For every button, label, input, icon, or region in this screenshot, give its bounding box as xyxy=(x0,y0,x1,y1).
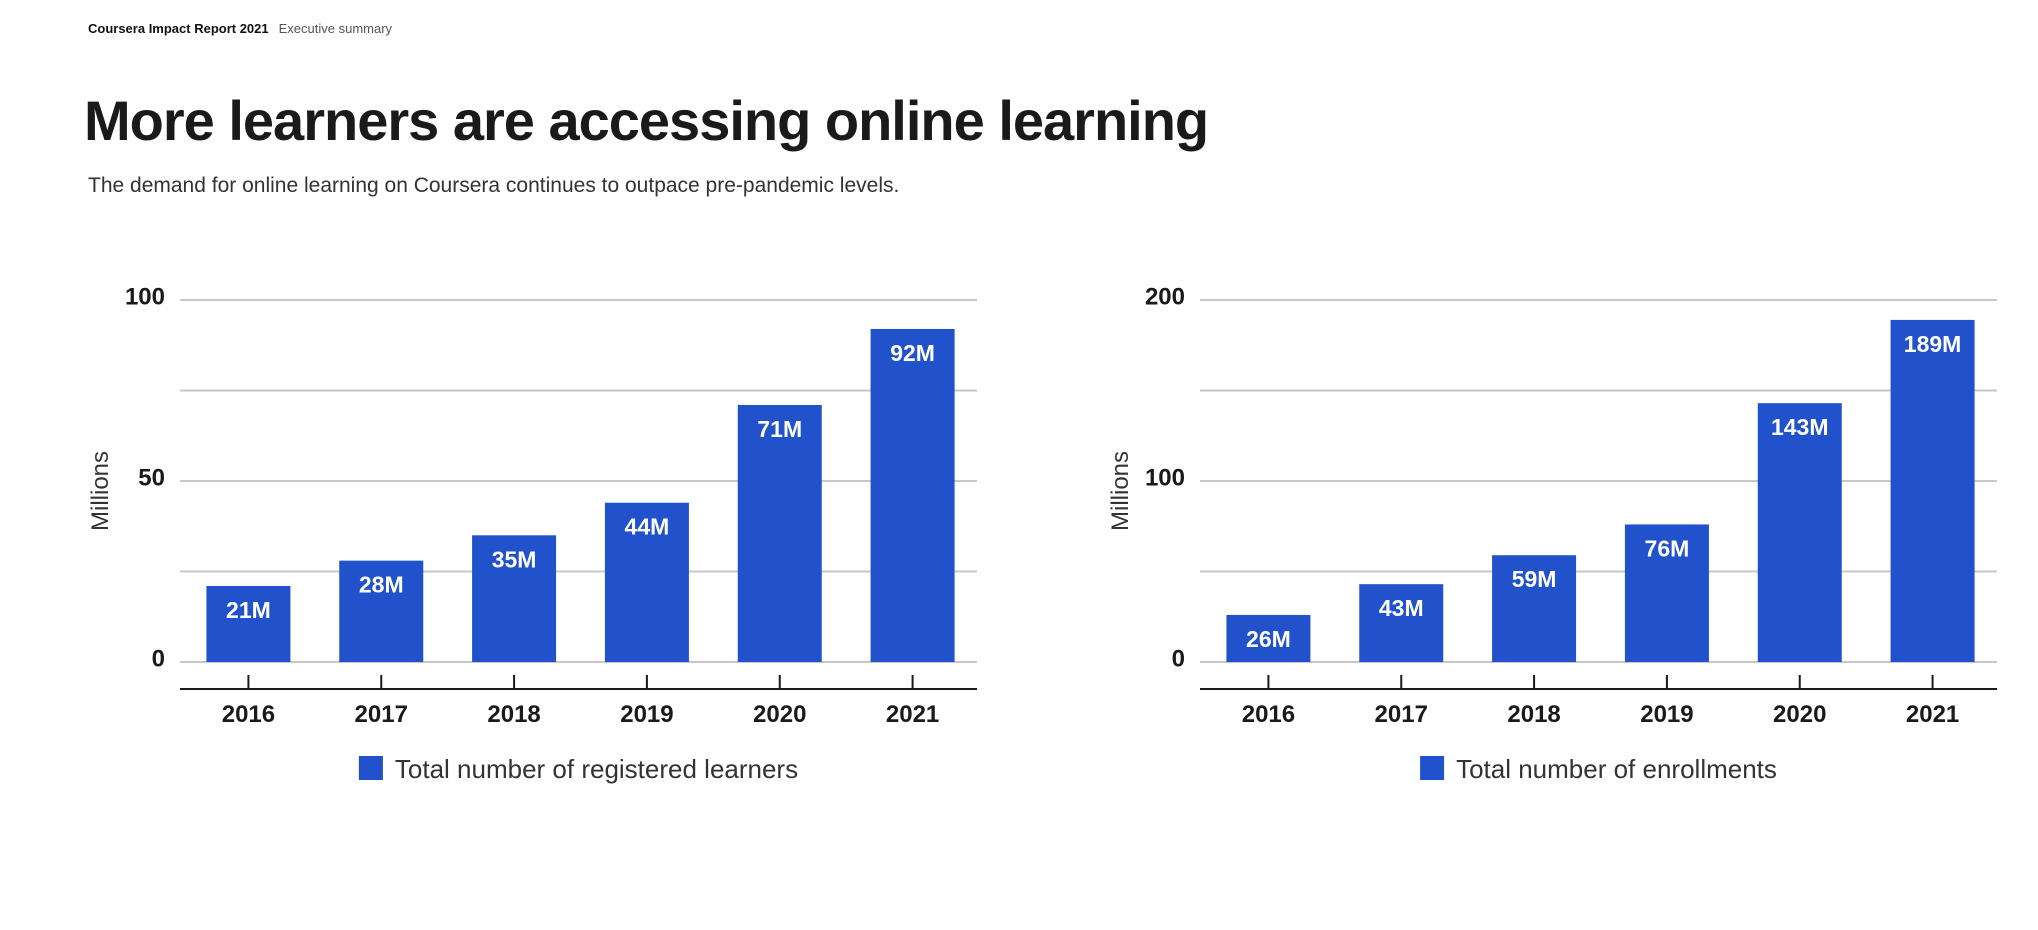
page-subtitle: The demand for online learning on Course… xyxy=(88,174,900,197)
learners-data-label: 71M xyxy=(757,416,802,442)
chart-registered-learners: 0 50 100 Millions 21M 28M 35M 44M 71M 92M 2016 2017… xyxy=(87,283,977,784)
learners-yaxis-label: Millions xyxy=(87,451,114,531)
chart-enrollments: 0 100 200 Millions 26M 43M 59M 76M 143M 189M 2016 2… xyxy=(1107,283,1997,784)
enrollments-legend-label: Total number of enrollments xyxy=(1456,754,1777,784)
learners-bar-2021 xyxy=(870,328,955,662)
learners-xtick-label: 2021 xyxy=(886,701,939,728)
enrollments-xtick-label: 2021 xyxy=(1906,701,1959,728)
enrollments-legend-swatch xyxy=(1420,756,1445,780)
enrollments-bar-2017 xyxy=(1359,584,1444,662)
enrollments-data-label: 43M xyxy=(1379,595,1424,621)
learners-legend: Total number of registered learners xyxy=(358,754,798,784)
enrollments-bar-2016 xyxy=(1226,614,1311,662)
learners-legend-label: Total number of registered learners xyxy=(395,754,798,784)
learners-xtick-label: 2018 xyxy=(487,701,540,728)
learners-data-label: 44M xyxy=(625,514,670,540)
enrollments-bar-2020 xyxy=(1757,403,1842,662)
enrollments-bar-2019 xyxy=(1624,524,1709,662)
learners-data-label: 21M xyxy=(226,597,271,623)
learners-bar-2017 xyxy=(339,560,424,662)
enrollments-xtick-label: 2019 xyxy=(1640,701,1693,728)
enrollments-data-label: 76M xyxy=(1645,535,1690,561)
learners-ytick-label: 100 xyxy=(125,283,165,310)
enrollments-xtick-label: 2018 xyxy=(1507,701,1560,728)
learners-xtick-label: 2016 xyxy=(222,701,275,728)
learners-bar-2016 xyxy=(206,585,291,662)
learners-data-label: 35M xyxy=(492,546,537,572)
learners-bar-2018 xyxy=(472,535,557,662)
learners-xtick-label: 2020 xyxy=(753,701,806,728)
learners-legend-swatch xyxy=(358,756,383,780)
section-name: Executive summary xyxy=(278,21,393,36)
enrollments-data-label: 143M xyxy=(1771,414,1829,440)
report-name: Coursera Impact Report 2021 xyxy=(88,21,269,36)
report-header: Coursera Impact Report 2021 Executive su… xyxy=(88,21,392,36)
enrollments-data-label: 26M xyxy=(1246,626,1291,652)
learners-data-label: 28M xyxy=(359,572,404,598)
learners-data-label: 92M xyxy=(890,340,935,366)
enrollments-bar-2018 xyxy=(1492,555,1577,662)
enrollments-xtick-label: 2020 xyxy=(1773,701,1826,728)
learners-xtick-label: 2017 xyxy=(355,701,408,728)
enrollments-xtick-label: 2017 xyxy=(1375,701,1428,728)
enrollments-ytick-label: 100 xyxy=(1145,464,1185,491)
enrollments-ytick-label: 200 xyxy=(1145,283,1185,310)
enrollments-ytick-label: 0 xyxy=(1172,645,1185,672)
learners-ytick-label: 50 xyxy=(138,464,165,491)
enrollments-bar-2021 xyxy=(1890,319,1975,662)
enrollments-legend: Total number of enrollments xyxy=(1420,754,1777,784)
enrollments-data-label: 59M xyxy=(1512,566,1557,592)
enrollments-data-label: 189M xyxy=(1904,331,1962,357)
learners-bar-2020 xyxy=(737,404,822,662)
page-title: More learners are accessing online learn… xyxy=(84,89,1209,152)
learners-xtick-label: 2019 xyxy=(620,701,673,728)
enrollments-yaxis-label: Millions xyxy=(1107,451,1134,531)
learners-bar-2019 xyxy=(604,502,689,662)
learners-ytick-label: 0 xyxy=(152,645,165,672)
enrollments-xtick-label: 2016 xyxy=(1242,701,1295,728)
